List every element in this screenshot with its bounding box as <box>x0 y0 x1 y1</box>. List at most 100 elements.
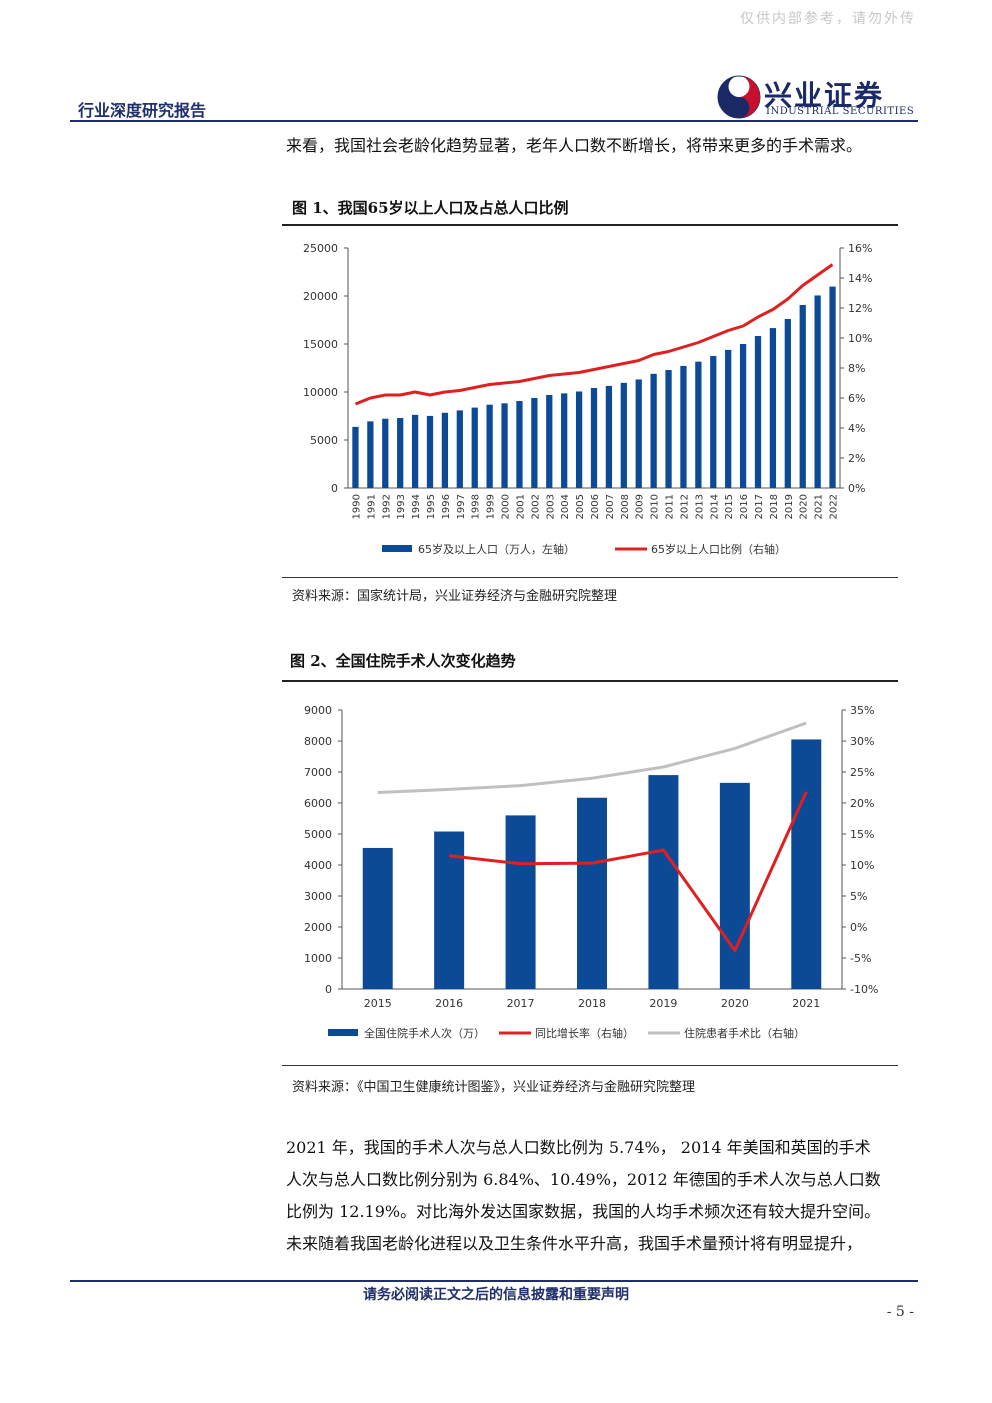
chart-bar <box>650 373 657 488</box>
company-logo-icon <box>717 75 761 119</box>
figure2-top-rule <box>282 680 898 682</box>
chart-bar <box>719 782 750 989</box>
series-line <box>448 791 808 953</box>
y-right-tick-label: 0% <box>848 482 865 495</box>
figure2-title: 图 2、全国住院手术人次变化趋势 <box>290 652 516 670</box>
x-tick-label: 2018 <box>769 494 780 519</box>
x-tick-label: 2019 <box>649 997 677 1010</box>
y-left-tick-label: 20000 <box>303 290 338 303</box>
x-tick-label: 2003 <box>545 494 556 519</box>
chart-bar <box>471 407 478 488</box>
y-left-tick-label: 10000 <box>303 386 338 399</box>
x-tick-label: 2014 <box>709 494 720 519</box>
paragraph-line: 未来随着我国老龄化进程以及卫生条件水平升高，我国手术量预计将有明显提升， <box>286 1234 863 1253</box>
chart-bar <box>814 295 821 488</box>
y-left-tick-label: 5000 <box>310 434 338 447</box>
x-tick-label: 2012 <box>679 494 690 519</box>
x-tick-label: 2016 <box>739 494 750 519</box>
chart-bar <box>426 415 434 488</box>
chart-bar <box>769 328 777 488</box>
figure1-top-rule <box>282 224 898 226</box>
y-right-tick-label: 15% <box>850 828 874 841</box>
legend-label: 同比增长率（右轴） <box>535 1026 634 1040</box>
figure1-title: 图 1、我国65岁以上人口及占总人口比例 <box>292 199 569 217</box>
figure1-source: 资料来源：国家统计局，兴业证券经济与金融研究院整理 <box>292 589 618 604</box>
chart-bar <box>456 410 463 488</box>
paragraph-line: 比例为 12.19%。对比海外发达国家数据，我国的人均手术频次还有较大提升空间。 <box>286 1202 881 1221</box>
x-tick-label: 2008 <box>620 494 631 519</box>
y-left-tick-label: 25000 <box>303 242 338 255</box>
y-right-tick-label: 10% <box>850 859 874 872</box>
header-rule <box>70 120 918 122</box>
y-left-tick-label: 9000 <box>304 704 332 717</box>
y-right-tick-label: 20% <box>850 797 874 810</box>
y-left-tick-label: 3000 <box>304 890 332 903</box>
chart-bar <box>605 385 613 488</box>
chart-bar <box>665 370 672 488</box>
x-tick-label: 1992 <box>381 494 392 519</box>
figure2-chart: 0 1000 2000 3000 4000 5000 6000 7000 8000 9000 -10… <box>304 704 878 1040</box>
x-tick-label: 2005 <box>575 494 586 519</box>
x-tick-label: 1996 <box>441 494 452 519</box>
chart-bar <box>695 361 702 488</box>
chart-bar <box>516 401 523 488</box>
body-paragraph: 2021 年，我国的手术人次与总人口数比例为 5.74%， 2014 年美国和英… <box>286 1132 906 1260</box>
paragraph-line: 人次与总人口数比例分别为 6.84%、10.49%，2012 年德国的手术人次与… <box>286 1170 881 1189</box>
chart-bar <box>575 391 583 488</box>
chart-bar <box>397 418 404 488</box>
legend-swatch-bar <box>328 1029 358 1036</box>
y-right-tick-label: 14% <box>848 272 872 285</box>
x-tick-label: 2000 <box>501 494 512 519</box>
x-tick-label: 2007 <box>605 494 616 519</box>
y-left-tick-label: 2000 <box>304 921 332 934</box>
x-tick-label: 2015 <box>364 997 392 1010</box>
x-tick-label: 2017 <box>754 494 765 519</box>
x-tick-label: 1991 <box>366 494 377 519</box>
series-line <box>377 721 807 794</box>
watermark: 仅供内部参考，请勿外传 <box>740 11 916 27</box>
x-tick-label: 1990 <box>351 494 362 519</box>
x-tick-label: 1994 <box>411 494 422 519</box>
y-left-tick-label: 0 <box>331 482 338 495</box>
y-right-tick-label: 35% <box>850 704 874 717</box>
y-right-tick-label: 6% <box>848 392 865 405</box>
y-left-tick-label: 4000 <box>304 859 332 872</box>
x-tick-label: 2020 <box>799 494 810 519</box>
chart-bar <box>648 775 679 989</box>
x-tick-label: 2015 <box>724 494 735 519</box>
y-right-tick-label: 25% <box>850 766 874 779</box>
chart-bar <box>501 403 508 488</box>
x-tick-label: 2018 <box>578 997 606 1010</box>
chart-bar <box>546 394 553 488</box>
figure1-chart: 0 5000 10000 15000 20000 25000 0% 2% 4% 6% 8% 10% 12… <box>303 242 872 556</box>
chart-bar <box>590 387 598 488</box>
chart-bar <box>791 739 822 989</box>
chart-bar <box>352 426 359 488</box>
chart-bar <box>367 421 374 488</box>
x-tick-label: 2004 <box>560 494 571 519</box>
report-type: 行业深度研究报告 <box>78 101 207 120</box>
footer-disclaimer: 请务必阅读正文之后的信息披露和重要声明 <box>363 1287 629 1303</box>
legend-label: 65岁以上人口比例（右轴） <box>651 542 786 556</box>
chart-bar <box>635 379 642 488</box>
x-tick-label: 2011 <box>665 494 676 519</box>
y-right-tick-label: -5% <box>850 952 871 965</box>
y-right-tick-label: 8% <box>848 362 865 375</box>
logo-name-cn: 兴业证券 <box>764 79 885 112</box>
legend-label: 住院患者手术比（右轴） <box>684 1026 805 1040</box>
x-tick-label: 2002 <box>530 494 541 519</box>
chart-bar <box>531 397 538 488</box>
y-right-tick-label: 16% <box>848 242 872 255</box>
logo-name-en: INDUSTRIAL SECURITIES <box>766 106 915 117</box>
y-left-tick-label: 0 <box>325 983 332 996</box>
chart-bar <box>434 831 465 989</box>
chart-bar <box>577 797 607 989</box>
x-tick-label: 2001 <box>515 494 526 519</box>
x-tick-label: 1998 <box>471 494 482 519</box>
y-right-tick-label: 30% <box>850 735 874 748</box>
x-tick-label: 2017 <box>507 997 535 1010</box>
y-left-tick-label: 5000 <box>304 828 332 841</box>
y-right-tick-label: 4% <box>848 422 865 435</box>
y-right-tick-label: -10% <box>850 983 878 996</box>
chart-bar <box>784 319 791 488</box>
